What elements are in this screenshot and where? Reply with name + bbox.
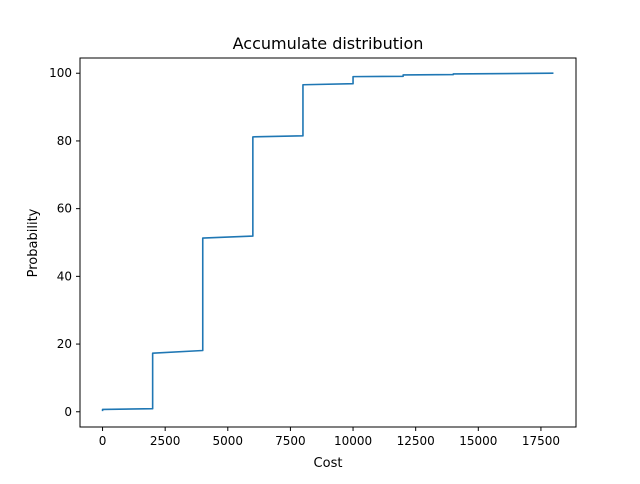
x-axis: 0 2500 5000 7500 10000 12500 15000 17500	[99, 427, 560, 448]
series-layer	[101, 72, 554, 412]
x-tick-label: 5000	[213, 434, 244, 448]
y-tick-label: 60	[57, 202, 72, 216]
y-tick-label: 100	[49, 66, 72, 80]
x-tick-label: 7500	[275, 434, 306, 448]
chart-title: Accumulate distribution	[233, 34, 424, 53]
x-tick-label: 12500	[397, 434, 435, 448]
x-tick-label: 10000	[334, 434, 372, 448]
y-tick-label: 0	[64, 405, 72, 419]
y-axis: 0 20 40 60 80 100	[49, 66, 80, 419]
x-tick-label: 2500	[150, 434, 181, 448]
y-tick-label: 20	[57, 337, 72, 351]
x-tick-label: 17500	[522, 434, 560, 448]
y-axis-label: Probability	[26, 208, 41, 277]
y-tick-label: 80	[57, 134, 72, 148]
plot-frame	[79, 57, 577, 428]
x-tick-label: 15000	[459, 434, 497, 448]
x-axis-label: Cost	[314, 456, 343, 471]
y-tick-label: 40	[57, 269, 72, 283]
plot-area	[79, 57, 577, 428]
x-tick-label: 0	[99, 434, 107, 448]
series-line	[101, 72, 554, 412]
